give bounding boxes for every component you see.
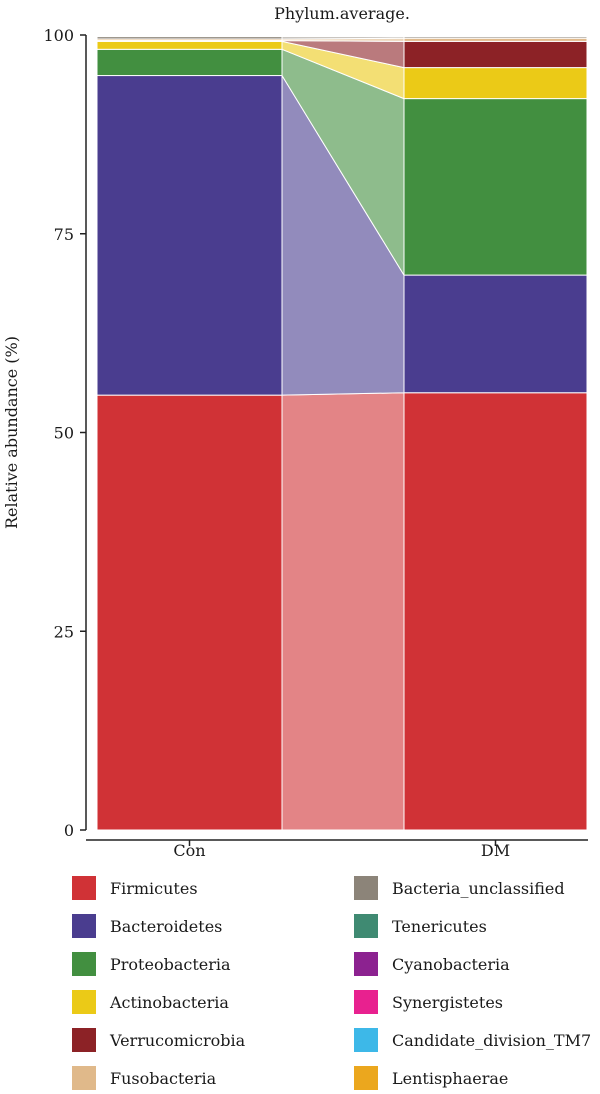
flow-ribbon [282,393,404,830]
y-tick-label: 25 [54,622,74,641]
legend-swatch [72,952,96,976]
x-tick-label: Con [173,841,205,860]
legend-label: Verrucomicrobia [110,1031,245,1050]
legend: Firmicutes Bacteroidetes Proteobacteria Act… [72,872,600,1072]
legend-item: Cyanobacteria [354,948,510,980]
legend-item: Bacteroidetes [72,910,222,942]
legend-swatch [354,952,378,976]
bar-segment [404,99,587,275]
legend-label: Firmicutes [110,879,198,898]
legend-swatch [354,1028,378,1052]
y-axis-label: Relative abundance (%) [2,336,21,529]
bar-segment [404,41,587,67]
legend-swatch [72,1066,96,1090]
legend-item: Proteobacteria [72,948,231,980]
y-tick-label: 100 [43,26,74,45]
y-tick-label: 50 [54,424,74,443]
bar-segment [404,393,587,830]
legend-item: Tenericutes [354,910,487,942]
legend-label: Cyanobacteria [392,955,510,974]
legend-item: Bacteria_unclassified [354,872,565,904]
bar-segment [97,76,282,396]
y-tick-label: 0 [64,821,74,840]
legend-label: Bacteria_unclassified [392,879,565,898]
y-tick-label: 75 [54,225,74,244]
bar-segment [97,49,282,75]
legend-item: Actinobacteria [72,986,229,1018]
legend-swatch [72,914,96,938]
bar-segment [97,395,282,830]
legend-label: Bacteroidetes [110,917,222,936]
legend-swatch [72,1028,96,1052]
legend-label: Fusobacteria [110,1069,216,1088]
legend-item: Candidate_division_TM7 [354,1024,591,1056]
legend-label: Proteobacteria [110,955,231,974]
legend-swatch [72,990,96,1014]
legend-swatch [354,1066,378,1090]
legend-swatch [354,914,378,938]
legend-item: Synergistetes [354,986,503,1018]
legend-label: Synergistetes [392,993,503,1012]
legend-item: Firmicutes [72,872,198,904]
bar-segment [97,41,282,49]
legend-label: Tenericutes [392,917,487,936]
legend-label: Lentisphaerae [392,1069,508,1088]
legend-item: Verrucomicrobia [72,1024,245,1056]
legend-item: Lentisphaerae [354,1062,508,1094]
bar-segment [404,275,587,393]
legend-swatch [354,876,378,900]
legend-label: Actinobacteria [110,993,229,1012]
legend-item: Fusobacteria [72,1062,216,1094]
legend-label: Candidate_division_TM7 [392,1031,591,1050]
chart-title: Phylum.average. [274,4,410,23]
bar-segment [404,68,587,99]
x-tick-label: DM [481,841,510,860]
stacked-bar-chart: Phylum.average. 0 25 50 75 100 Relative abunda… [0,0,600,870]
legend-swatch [72,876,96,900]
legend-swatch [354,990,378,1014]
